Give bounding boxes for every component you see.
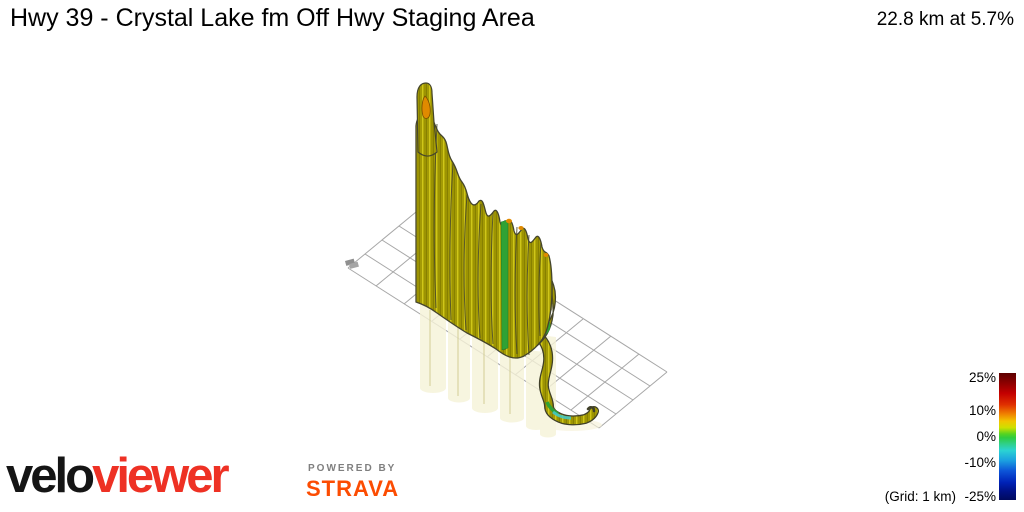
veloviewer-logo[interactable]: veloviewer (6, 448, 230, 504)
ribbon-orange-mark (518, 226, 524, 230)
ribbon-walls (415, 113, 553, 359)
ribbon-tail (533, 331, 599, 426)
veloviewer-logo-viewer: viewer (92, 449, 230, 503)
veloviewer-logo-velo: velo (6, 449, 95, 503)
ribbon-summit-spike (416, 82, 438, 157)
grid-scale-note: (Grid: 1 km) (884, 489, 956, 504)
powered-by-label: POWERED BY (308, 463, 397, 474)
ghost-column-streaks (429, 310, 511, 414)
ribbon-tail-hook (586, 406, 596, 413)
spike-orange-spot (421, 95, 431, 119)
legend-tick-10: 10% (968, 403, 996, 418)
ribbon-orange-mark (506, 218, 512, 224)
route-stats: 22.8 km at 5.7% (876, 9, 1014, 30)
page-title: Hwy 39 - Crystal Lake fm Off Hwy Staging… (10, 4, 535, 32)
strava-logo[interactable]: STRAVA (306, 476, 400, 501)
ribbon-tail-cyan-accent (552, 410, 572, 420)
legend-tick-25: 25% (968, 370, 996, 385)
ribbon-orange-mark (543, 253, 549, 257)
grid-origin-marker (345, 258, 359, 269)
legend-tick-minus25: -25% (964, 489, 996, 504)
legend-tick-0: 0% (976, 429, 996, 444)
ribbon-green-stripe (500, 219, 509, 351)
legend-tick-minus10: -10% (964, 455, 996, 470)
gradient-legend-bar (999, 373, 1016, 500)
